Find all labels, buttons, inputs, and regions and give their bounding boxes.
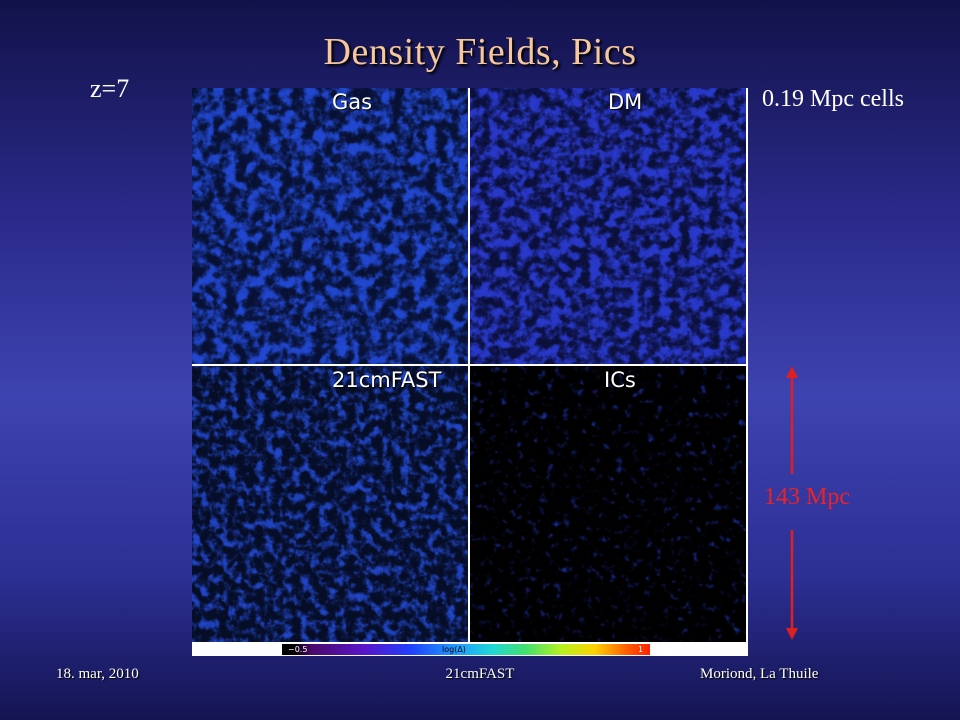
footer-venue: Moriond, La Thuile — [700, 666, 819, 682]
box-size-label: 143 Mpc — [764, 484, 850, 510]
scale-arrow — [786, 366, 798, 640]
colorbar-axis-label: log(Δ) — [442, 645, 466, 654]
panel-gas: Gas — [192, 88, 468, 364]
panel-label-dm: DM — [608, 90, 643, 114]
colorbar: −0.5 log(Δ) 1 — [282, 644, 650, 655]
dm-density-map — [470, 88, 746, 364]
panel-label-ics: ICs — [604, 368, 636, 392]
redshift-label: z=7 — [90, 74, 130, 103]
colorbar-min-label: −0.5 — [288, 645, 308, 654]
panel-ics: ICs — [470, 366, 746, 642]
footer-title: 21cmFAST — [445, 666, 515, 682]
panel-label-gas: Gas — [332, 90, 373, 114]
panel-label-21cmfast: 21cmFAST — [332, 368, 442, 392]
colorbar-gradient — [282, 644, 650, 655]
slide-title: Density Fields, Pics — [323, 31, 637, 73]
panel-21cmfast: 21cmFAST — [192, 366, 468, 642]
density-figure: Gas DM — [192, 88, 748, 656]
ics-density-map — [470, 366, 746, 642]
panel-dm: DM — [470, 88, 746, 364]
colorbar-max-label: 1 — [638, 645, 644, 654]
gas-density-map — [192, 88, 468, 364]
21cmfast-density-map — [192, 366, 468, 642]
cell-size-label: 0.19 Mpc cells — [762, 86, 904, 112]
footer-date: 18. mar, 2010 — [56, 666, 139, 682]
